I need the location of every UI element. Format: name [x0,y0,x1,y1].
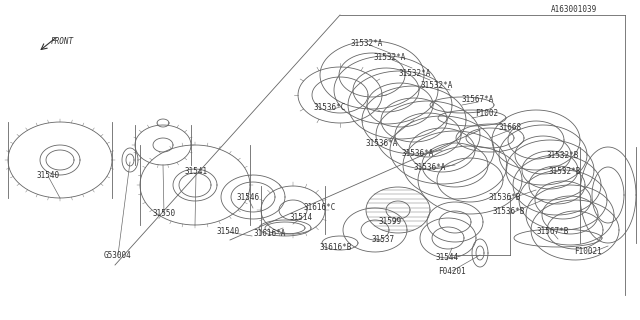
Text: 31532*A: 31532*A [351,38,383,47]
Text: 31616*C: 31616*C [304,203,336,212]
Text: 31532*B: 31532*B [549,167,581,177]
Text: 31668: 31668 [499,124,522,132]
Text: 31544: 31544 [435,253,459,262]
Text: 31540: 31540 [216,228,239,236]
Text: 31567*A: 31567*A [462,95,494,105]
Text: 31536*A: 31536*A [402,149,434,158]
Text: 31550: 31550 [152,210,175,219]
Text: F04201: F04201 [438,267,466,276]
Text: 31532*B: 31532*B [547,151,579,161]
Text: FRONT: FRONT [51,36,74,45]
Text: 31537: 31537 [371,236,395,244]
Text: 31541: 31541 [184,167,207,177]
Text: 31567*B: 31567*B [537,228,569,236]
Text: 31616*B: 31616*B [320,243,352,252]
Text: 31532*A: 31532*A [421,82,453,91]
Text: 31536*B: 31536*B [489,194,521,203]
Text: G53004: G53004 [104,251,132,260]
Text: 31540: 31540 [36,172,60,180]
Text: 31546: 31546 [236,193,260,202]
Text: F10021: F10021 [574,247,602,257]
Text: 31536*A: 31536*A [366,139,398,148]
Text: 31514: 31514 [289,213,312,222]
Text: A163001039: A163001039 [551,5,597,14]
Text: 31532*A: 31532*A [374,53,406,62]
Text: F1002: F1002 [476,108,499,117]
Text: 31616*A: 31616*A [254,228,286,237]
Text: 31599: 31599 [378,218,401,227]
Text: 31536*B: 31536*B [493,207,525,217]
Text: 31536*A: 31536*A [414,163,446,172]
Text: 31532*A: 31532*A [399,68,431,77]
Text: 31536*C: 31536*C [314,103,346,113]
